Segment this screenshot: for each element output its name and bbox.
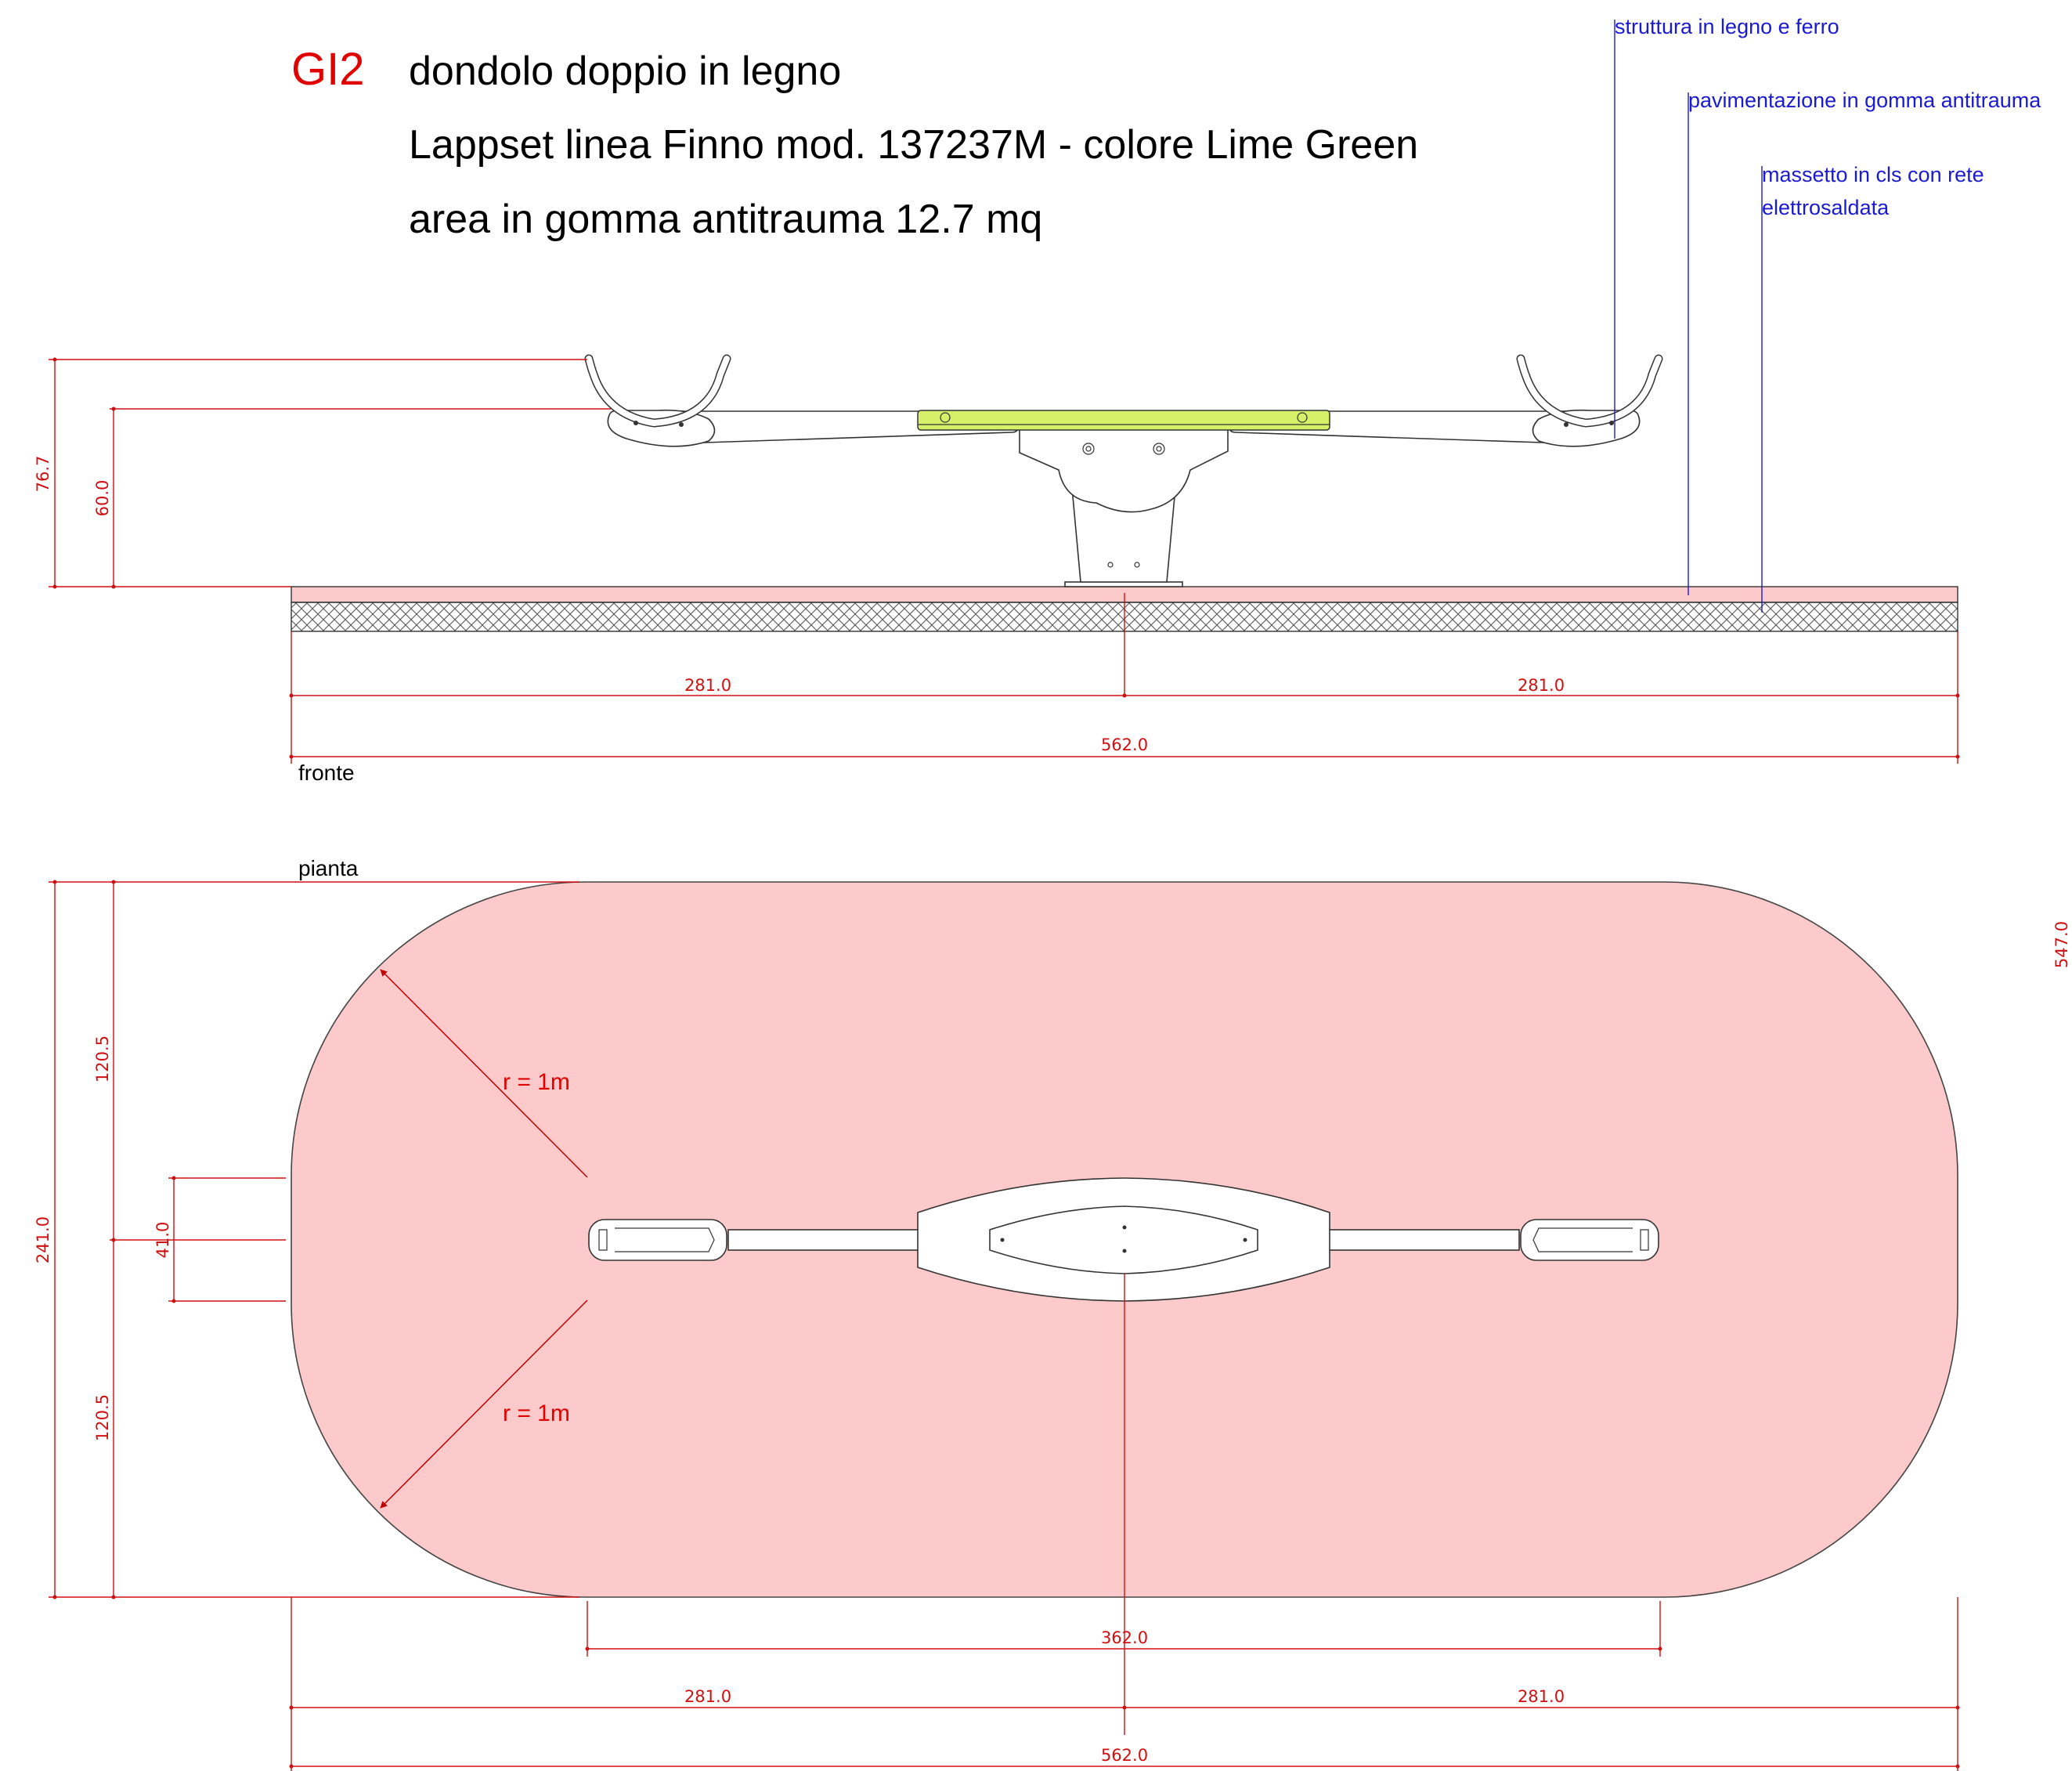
dim-plan-lower-half: 120.5 bbox=[93, 1394, 112, 1441]
dim-seat-height: 60.0 bbox=[93, 480, 112, 517]
dim-seesaw-length: 362.0 bbox=[1101, 1628, 1148, 1647]
dim-beam-width: 41.0 bbox=[153, 1222, 172, 1259]
note-screed-line1: massetto in cls con rete bbox=[1762, 163, 1984, 186]
dim-plan-depth: 241.0 bbox=[34, 1216, 52, 1263]
view-label-plan: pianta bbox=[298, 856, 359, 880]
base-plate bbox=[1064, 581, 1183, 587]
item-code: GI2 bbox=[291, 44, 365, 95]
seat-plan-left bbox=[588, 1219, 727, 1261]
dim-front-total: 562.0 bbox=[1101, 736, 1148, 754]
dim-plan-right-half: 281.0 bbox=[1518, 1687, 1565, 1706]
note-flooring: pavimentazione in gomma antitrauma bbox=[1688, 89, 2041, 112]
dim-front-right-half: 281.0 bbox=[1518, 676, 1565, 695]
note-structure: struttura in legno e ferro bbox=[1615, 15, 1839, 38]
dim-plan-total: 562.0 bbox=[1101, 1746, 1148, 1765]
dim-height-total: 76.7 bbox=[34, 456, 52, 493]
seat-plan-right bbox=[1520, 1219, 1659, 1261]
radius-arrow-lower bbox=[380, 1299, 588, 1509]
bolt bbox=[1134, 562, 1140, 568]
pivot-bolt bbox=[1082, 443, 1095, 455]
plan-view: pianta r = 1m r = 1m bbox=[34, 856, 2071, 1771]
dim-front-left-half: 281.0 bbox=[684, 676, 731, 695]
seesaw-elevation bbox=[584, 354, 1663, 587]
view-label-front: fronte bbox=[298, 761, 355, 785]
pivot-plan bbox=[989, 1205, 1258, 1274]
dim-plan-upper-half: 120.5 bbox=[93, 1035, 112, 1082]
front-view: 76.7 60.0 281.0 281.0 562.0 fronte bbox=[34, 354, 1960, 785]
item-model: Lappset linea Finno mod. 137237M - color… bbox=[409, 122, 1418, 168]
radius-arrow-upper bbox=[380, 969, 588, 1178]
item-description: dondolo doppio in legno bbox=[409, 49, 841, 94]
item-area: area in gomma antitrauma 12.7 mq bbox=[409, 197, 1042, 242]
bolt bbox=[1107, 562, 1114, 568]
pivot-housing bbox=[1019, 426, 1229, 513]
pivot-bolt bbox=[1153, 443, 1165, 455]
title-block: GI2 dondolo doppio in legno Lappset line… bbox=[291, 44, 1418, 242]
material-annotations: struttura in legno e ferro pavimentazion… bbox=[1614, 15, 2041, 613]
note-screed-line2: elettrosaldata bbox=[1762, 196, 1890, 219]
dim-side-depth: 547.0 bbox=[2052, 921, 2071, 968]
radius-label-upper: r = 1m bbox=[503, 1069, 570, 1095]
radius-label-lower: r = 1m bbox=[503, 1401, 570, 1426]
dim-plan-left-half: 281.0 bbox=[684, 1687, 731, 1706]
seesaw-plan bbox=[588, 1177, 1659, 1302]
seat-board-lime-green bbox=[917, 410, 1330, 431]
